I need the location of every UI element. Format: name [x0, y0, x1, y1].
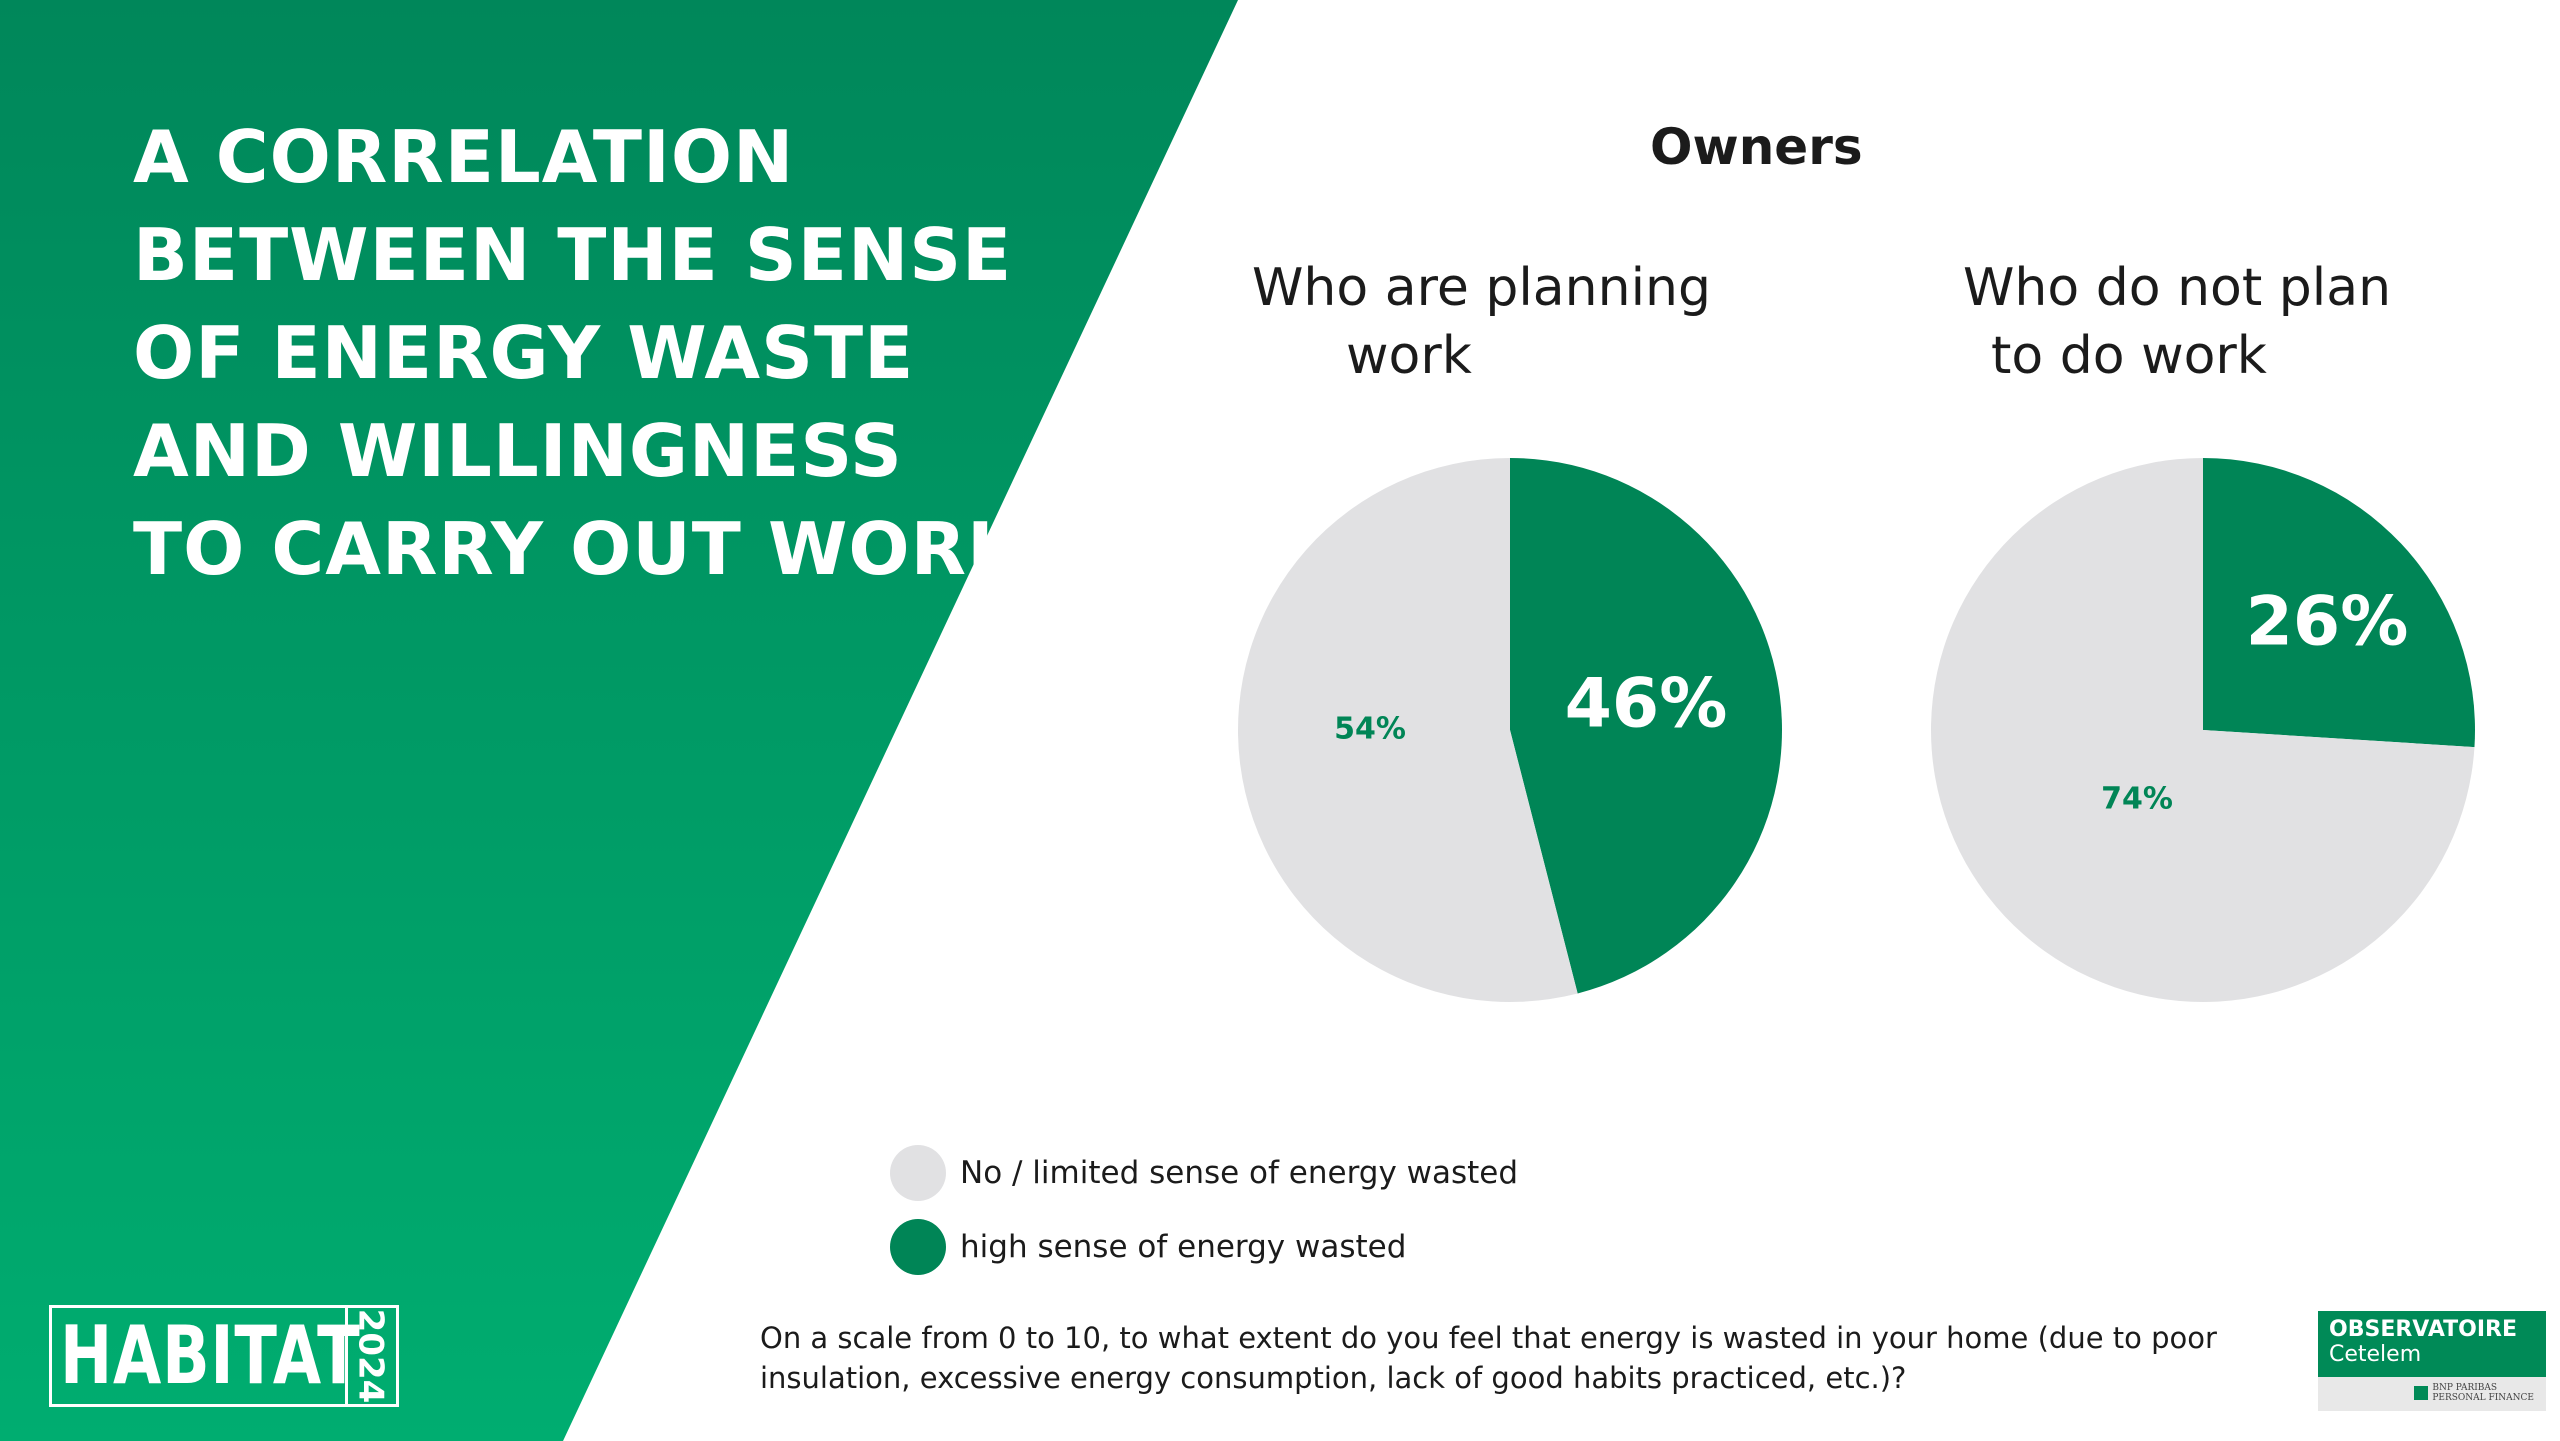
legend-label-high: high sense of energy wasted [960, 1229, 1407, 1265]
main-title-line: OF ENERGY WASTE [133, 311, 915, 395]
bnp-star-icon [2414, 1386, 2429, 1400]
owners-heading: Owners [1650, 118, 1863, 176]
pie2-title-line: Who do not plan [1963, 258, 2392, 318]
pie1-title-line: Who are planning [1252, 258, 1711, 318]
bnp-paribas-mark: BNP PARIBAS PERSONAL FINANCE [2414, 1383, 2534, 1403]
main-title-line: A CORRELATION [133, 115, 795, 199]
habitat-logo-year-box: 2024 [345, 1308, 392, 1404]
survey-question-line: On a scale from 0 to 10, to what extent … [760, 1321, 2217, 1355]
bnp-line: BNP PARIBAS [2432, 1383, 2498, 1393]
legend-swatch-high [890, 1219, 946, 1275]
pie1-label-low: 54% [1334, 712, 1406, 747]
legend-item-high: high sense of energy wasted [890, 1219, 1406, 1275]
pie1-title-line: work [1346, 326, 1472, 386]
survey-question: On a scale from 0 to 10, to what extent … [760, 1318, 2217, 1398]
pie1-slice-low [1238, 458, 1578, 1002]
habitat-2024-logo: HABITAT 2024 [49, 1305, 399, 1407]
observatoire-logo-subtitle: Cetelem [2329, 1342, 2422, 1367]
observatoire-logo-band: OBSERVATOIRE Cetelem [2318, 1311, 2546, 1377]
survey-question-line: insulation, excessive energy consumption… [760, 1361, 1907, 1395]
pie2-label-low: 74% [2101, 782, 2173, 817]
pie2-slice-low [1931, 458, 2475, 1002]
pie2-title-line: to do work [1991, 326, 2267, 386]
pie1-label-high: 46% [1565, 665, 1728, 744]
legend-label-low: No / limited sense of energy wasted [960, 1155, 1519, 1191]
main-title-line: AND WILLINGNESS [133, 409, 903, 493]
pie2-title: Who do not plan to do work [1963, 254, 2391, 390]
main-title-line: BETWEEN THE SENSE [133, 213, 1013, 297]
pie2-slice-high [2203, 458, 2475, 748]
pie1-title: Who are planning work [1252, 254, 1711, 390]
observatoire-cetelem-logo: OBSERVATOIRE Cetelem BNP PARIBAS PERSONA… [2318, 1311, 2546, 1411]
observatoire-logo-title: OBSERVATOIRE [2329, 1317, 2517, 1342]
main-title: A CORRELATION BETWEEN THE SENSE OF ENERG… [133, 108, 1024, 598]
pie1-slice-high [1510, 458, 1782, 994]
habitat-logo-word: HABITAT [60, 1309, 361, 1402]
legend-swatch-low [890, 1145, 946, 1201]
main-title-line: TO CARRY OUT WORK [133, 507, 1024, 591]
pie2-label-high: 26% [2246, 583, 2409, 662]
legend-item-low: No / limited sense of energy wasted [890, 1145, 1518, 1201]
bnp-line: PERSONAL FINANCE [2432, 1393, 2534, 1403]
bnp-paribas-text: BNP PARIBAS PERSONAL FINANCE [2432, 1383, 2534, 1403]
